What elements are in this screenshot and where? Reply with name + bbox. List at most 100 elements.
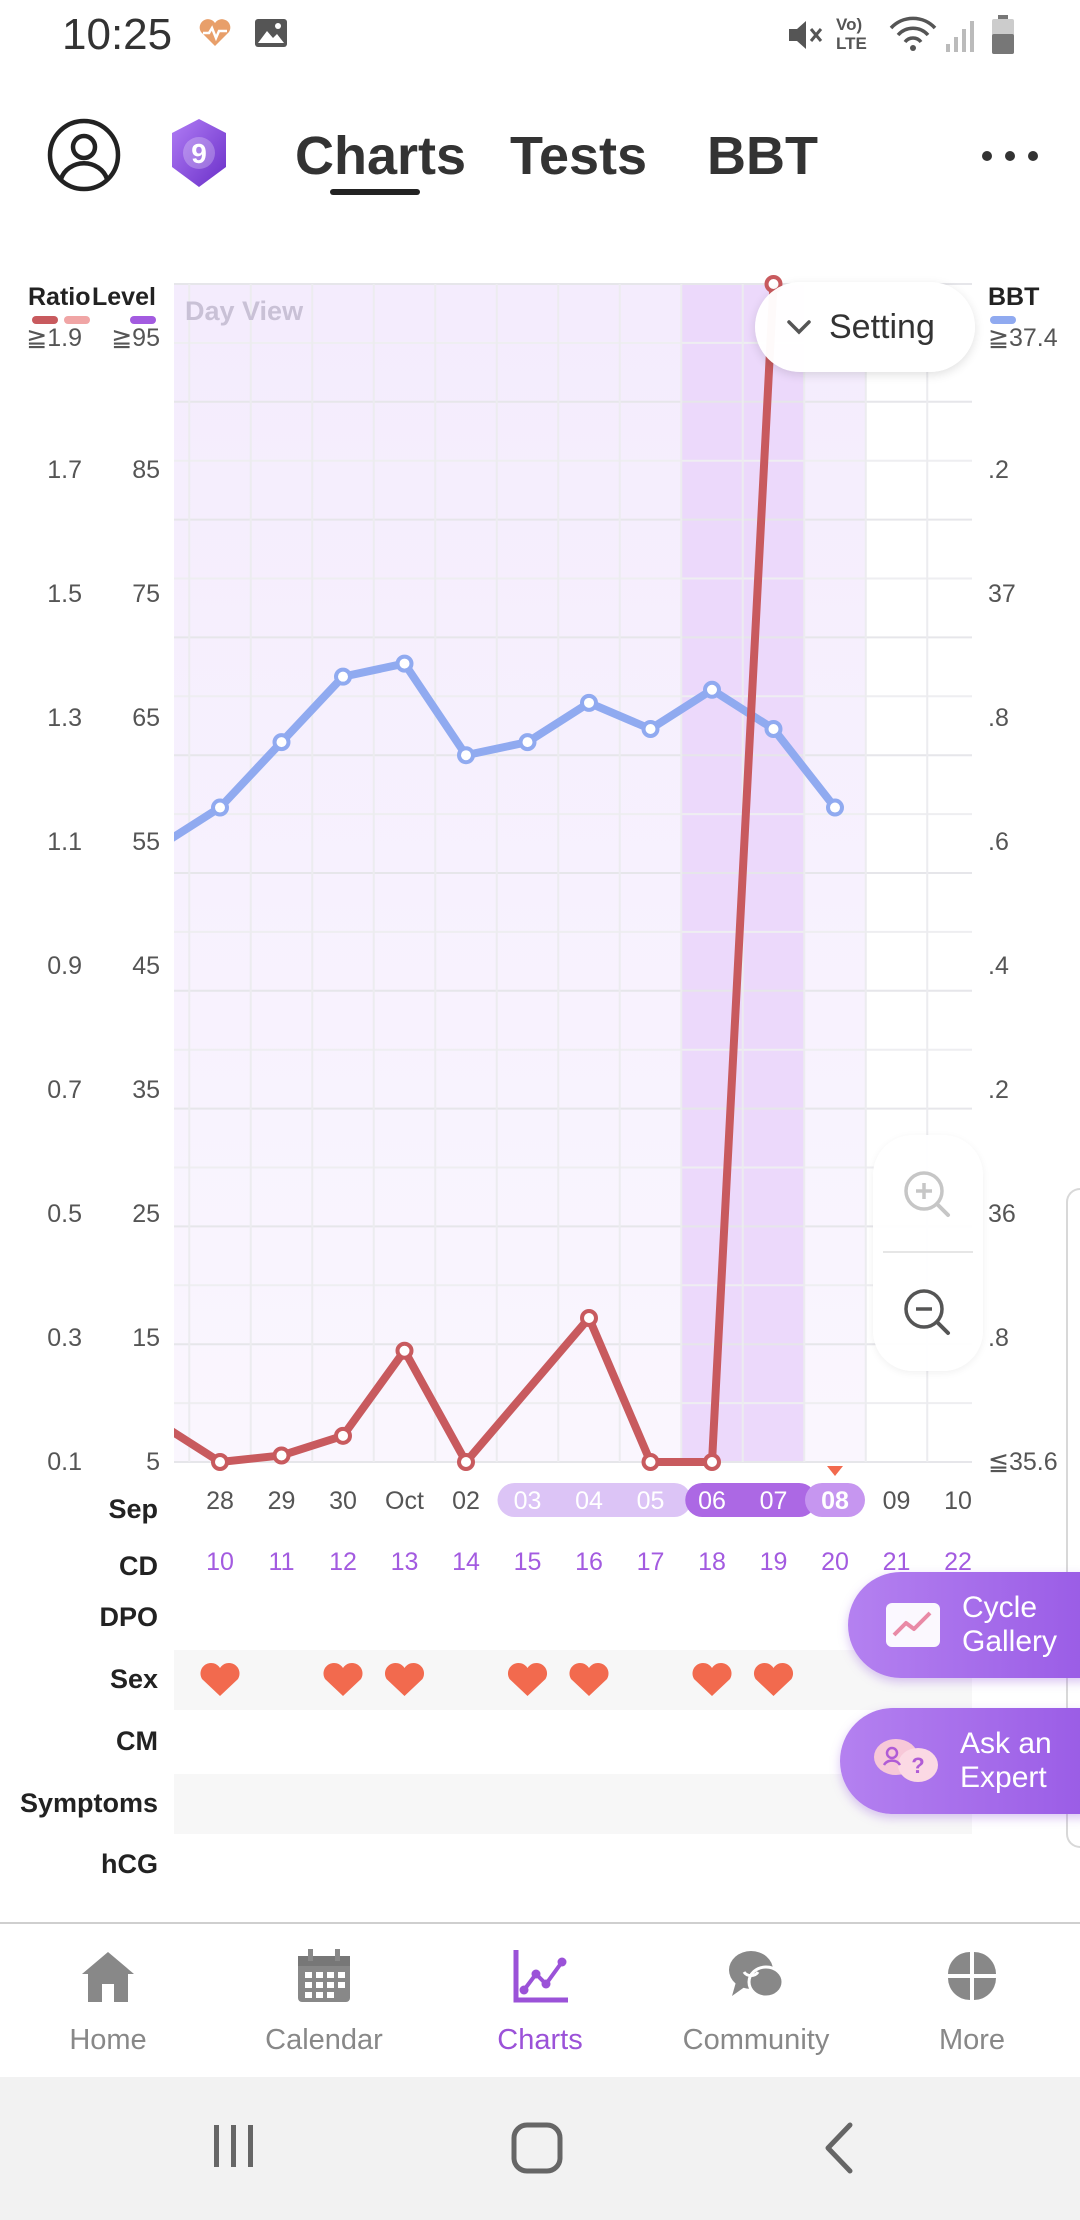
bbt-axis-title: BBT (988, 283, 1039, 311)
ratio-series-line (174, 280, 778, 1466)
gallery-chart-icon (886, 1603, 940, 1647)
ratio-data-point (272, 1446, 291, 1465)
date-label: 06 (698, 1487, 726, 1515)
status-time: 10:25 (62, 10, 173, 59)
recent-apps-icon[interactable] (210, 2121, 258, 2171)
row-label-cd: CD (119, 1551, 158, 1581)
cycle-day-label: 15 (514, 1548, 542, 1576)
cycle-day-label: 14 (452, 1548, 480, 1576)
bbt-data-point (211, 798, 229, 817)
signal-icon (946, 21, 974, 52)
bbt-tick-label: 37 (988, 580, 1016, 608)
expert-chat-icon: ? (874, 1739, 938, 1782)
ratio-tick-label: ≧1.9 (26, 324, 82, 352)
cycle-gallery-button[interactable]: Cycle Gallery (848, 1572, 1080, 1678)
cycle-day-label: 20 (821, 1548, 849, 1576)
setting-button[interactable]: Setting (755, 282, 975, 372)
nav-charts[interactable]: Charts (432, 1924, 648, 2079)
date-label: 02 (452, 1487, 480, 1515)
symptoms-row-stripe (174, 1774, 972, 1834)
tab-tests[interactable]: Tests (510, 126, 648, 186)
zoom-out-icon[interactable] (898, 1283, 958, 1343)
row-label-hcg: hCG (101, 1849, 158, 1879)
calendar-icon (298, 1949, 350, 2002)
cycle-day-label: 16 (575, 1548, 603, 1576)
ratio-tick-label: 0.7 (47, 1076, 82, 1104)
zoom-divider (883, 1251, 973, 1253)
cycle-day-label: 18 (698, 1548, 726, 1576)
level-tick-label: 65 (132, 704, 160, 732)
row-label-month: Sep (108, 1494, 158, 1524)
ratio-legend-swatch (32, 316, 58, 324)
heart-icon (692, 1662, 732, 1696)
cycle-day-label: 19 (760, 1548, 788, 1576)
setting-label: Setting (829, 307, 935, 346)
ratio-data-point (703, 1453, 721, 1471)
level-tick-label: 25 (132, 1200, 160, 1228)
ask-an-expert-button[interactable]: ? Ask an Expert (840, 1708, 1080, 1814)
wifi-icon (889, 16, 937, 51)
ratio-tick-label: 0.3 (47, 1324, 82, 1352)
system-navigation-bar (0, 2077, 1080, 2220)
date-label: 09 (883, 1487, 911, 1515)
today-marker (827, 1466, 843, 1476)
bbt-data-point (334, 667, 352, 686)
more-options-icon[interactable] (980, 149, 1040, 163)
bbt-tick-label: .6 (988, 828, 1009, 856)
date-label: 05 (637, 1487, 665, 1515)
bbt-data-point (395, 654, 414, 673)
bbt-data-point (641, 720, 660, 739)
zoom-in-icon[interactable] (898, 1165, 958, 1225)
bbt-series-line (174, 659, 839, 842)
heart-icon (384, 1662, 425, 1696)
ratio-tick-label: 1.7 (47, 456, 82, 484)
row-label-symptoms: Symptoms (19, 1788, 158, 1818)
date-label: 07 (760, 1487, 788, 1515)
cycle-day-label: 21 (883, 1548, 911, 1576)
ratio-tick-label: 1.3 (47, 704, 82, 732)
level-tick-label: 5 (146, 1448, 160, 1476)
ratio-tick-label: 1.1 (47, 828, 82, 856)
cycle-gallery-label: Cycle Gallery (962, 1591, 1058, 1658)
nav-calendar[interactable]: Calendar (216, 1924, 432, 2079)
level-tick-label: 45 (132, 952, 160, 980)
date-label: 29 (268, 1487, 296, 1515)
more-grid-icon (948, 1952, 996, 2000)
ratio-data-point (334, 1426, 352, 1445)
cycle-chart[interactable]: Ratio Level Day View ≧1.9 1.7 1.5 1.3 1.1 0.9 0.7… (0, 260, 1080, 1940)
ratio-data-point (395, 1341, 414, 1360)
bbt-data-point (580, 693, 598, 712)
back-icon[interactable] (820, 2121, 860, 2175)
ratio-data-point (457, 1453, 475, 1471)
bbt-data-point (826, 798, 844, 817)
cycle-day-label: 11 (269, 1548, 295, 1576)
bbt-legend-swatch (990, 316, 1016, 324)
chevron-down-icon (787, 320, 811, 335)
top-header: 9 Charts Tests BBT (0, 105, 1080, 215)
tab-charts[interactable]: Charts (295, 126, 467, 186)
level-badge-icon[interactable]: 9 (168, 117, 230, 189)
battery-icon (992, 15, 1014, 54)
heart-icon (507, 1662, 548, 1696)
gallery-icon (255, 19, 287, 47)
level-tick-label: 15 (132, 1324, 160, 1352)
home-button-icon[interactable] (510, 2121, 564, 2175)
home-icon (82, 1952, 134, 2002)
ratio-tick-label: 1.5 (47, 580, 82, 608)
heart-rate-icon (199, 19, 231, 46)
bbt-tick-label: .8 (988, 1324, 1009, 1352)
heart-icon (569, 1662, 609, 1696)
date-label: 10 (944, 1487, 972, 1515)
tab-bbt[interactable]: BBT (707, 126, 818, 186)
chart-icon (513, 1950, 568, 2003)
mute-icon (789, 21, 823, 49)
volte-icon: Vo) LTE (836, 15, 867, 53)
ratio-tick-label: 0.5 (47, 1200, 82, 1228)
today-pill (805, 1483, 865, 1517)
profile-avatar-icon[interactable] (46, 117, 122, 193)
nav-community[interactable]: Community (648, 1924, 864, 2079)
ratio-legend-swatch-light (64, 316, 90, 324)
nav-home[interactable]: Home (0, 1924, 216, 2079)
date-label: 04 (575, 1487, 603, 1515)
nav-more[interactable]: More (864, 1924, 1080, 2079)
